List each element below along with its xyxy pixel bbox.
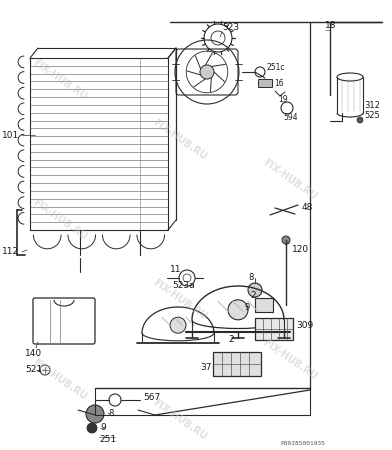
Text: 16: 16 [274, 78, 284, 87]
Text: 251: 251 [99, 436, 116, 445]
Text: FIX-HUB.RU: FIX-HUB.RU [261, 158, 319, 202]
Text: 521: 521 [25, 365, 42, 374]
Text: 523a: 523a [172, 280, 194, 289]
Text: 2: 2 [228, 336, 234, 345]
Text: 101: 101 [2, 130, 19, 140]
Circle shape [228, 300, 248, 320]
FancyBboxPatch shape [213, 352, 261, 376]
Text: 120: 120 [292, 246, 309, 255]
Circle shape [86, 405, 104, 423]
Text: FIX-HUB.RU: FIX-HUB.RU [151, 398, 209, 442]
Text: 19: 19 [278, 95, 288, 104]
Text: 309: 309 [296, 321, 313, 330]
Text: 525: 525 [364, 111, 380, 120]
Text: 18: 18 [325, 22, 336, 31]
Text: 8: 8 [248, 274, 253, 283]
Text: FIX-HUB.RU: FIX-HUB.RU [151, 118, 209, 162]
Text: 11: 11 [170, 266, 181, 274]
Text: 48: 48 [302, 203, 313, 212]
Text: FIX-HUB.RU: FIX-HUB.RU [31, 358, 89, 402]
Text: P80285001935: P80285001935 [280, 441, 325, 446]
Text: 8: 8 [108, 409, 113, 418]
Circle shape [87, 423, 97, 433]
Circle shape [248, 283, 262, 297]
Text: 140: 140 [25, 348, 42, 357]
Text: 9: 9 [100, 423, 106, 432]
Text: 594: 594 [283, 113, 298, 122]
FancyBboxPatch shape [258, 79, 272, 87]
Circle shape [357, 117, 363, 123]
Text: 251c: 251c [267, 63, 285, 72]
Text: FIX-HUB.RU: FIX-HUB.RU [31, 198, 89, 242]
Text: 567: 567 [143, 392, 160, 401]
Text: 312: 312 [364, 102, 380, 111]
FancyBboxPatch shape [255, 298, 273, 312]
Text: 112: 112 [2, 248, 19, 256]
FancyBboxPatch shape [255, 318, 293, 340]
Circle shape [282, 236, 290, 244]
Text: 9: 9 [245, 303, 250, 312]
Text: FIX-HUB.RU: FIX-HUB.RU [261, 338, 319, 382]
Text: FIX-HUB.RU: FIX-HUB.RU [151, 278, 209, 322]
Text: 37: 37 [200, 364, 212, 373]
Text: FIX-HUB.RU: FIX-HUB.RU [31, 58, 89, 102]
Text: 523: 523 [222, 23, 239, 32]
Circle shape [200, 65, 214, 79]
Text: 2: 2 [250, 291, 256, 300]
Circle shape [170, 317, 186, 333]
